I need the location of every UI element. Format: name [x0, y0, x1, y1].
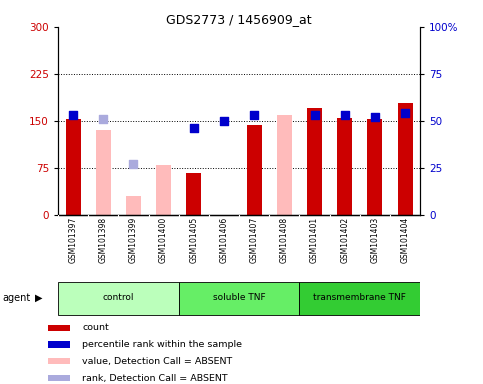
Bar [299, 282, 420, 315]
Bar [277, 115, 292, 215]
Bar [48, 325, 70, 331]
Text: value, Detection Call = ABSENT: value, Detection Call = ABSENT [82, 357, 232, 366]
Text: GSM101397: GSM101397 [69, 217, 78, 263]
Text: GSM101404: GSM101404 [400, 217, 410, 263]
Bar [48, 341, 70, 348]
Bar [48, 375, 70, 381]
Bar [179, 282, 299, 315]
Title: GDS2773 / 1456909_at: GDS2773 / 1456909_at [166, 13, 312, 26]
Bar [48, 358, 70, 364]
Bar [247, 125, 262, 215]
Point [371, 114, 379, 120]
Text: GSM101403: GSM101403 [370, 217, 380, 263]
Point [341, 112, 349, 118]
Text: soluble TNF: soluble TNF [213, 293, 265, 302]
Bar [96, 131, 111, 215]
Bar [368, 119, 383, 215]
Point [220, 118, 228, 124]
Bar [66, 119, 81, 215]
Bar [337, 118, 352, 215]
Point [129, 161, 137, 167]
Bar [307, 108, 322, 215]
Text: GSM101405: GSM101405 [189, 217, 199, 263]
Point [99, 116, 107, 122]
Text: ▶: ▶ [35, 293, 43, 303]
Text: GSM101406: GSM101406 [219, 217, 228, 263]
Text: transmembrane TNF: transmembrane TNF [313, 293, 406, 302]
Text: GSM101401: GSM101401 [310, 217, 319, 263]
Point [250, 112, 258, 118]
Bar [126, 196, 141, 215]
Text: count: count [82, 323, 109, 332]
Text: GSM101400: GSM101400 [159, 217, 168, 263]
Text: GSM101402: GSM101402 [340, 217, 349, 263]
Point [190, 126, 198, 132]
Text: GSM101408: GSM101408 [280, 217, 289, 263]
Text: agent: agent [2, 293, 30, 303]
Text: rank, Detection Call = ABSENT: rank, Detection Call = ABSENT [82, 374, 228, 382]
Text: GSM101407: GSM101407 [250, 217, 259, 263]
Point [69, 112, 77, 118]
Text: control: control [102, 293, 134, 302]
Bar [186, 173, 201, 215]
Text: GSM101399: GSM101399 [129, 217, 138, 263]
Text: percentile rank within the sample: percentile rank within the sample [82, 340, 242, 349]
Bar [156, 165, 171, 215]
Point [401, 110, 409, 116]
Point [311, 112, 318, 118]
Text: GSM101398: GSM101398 [99, 217, 108, 263]
Bar [398, 103, 412, 215]
Bar [58, 282, 179, 315]
